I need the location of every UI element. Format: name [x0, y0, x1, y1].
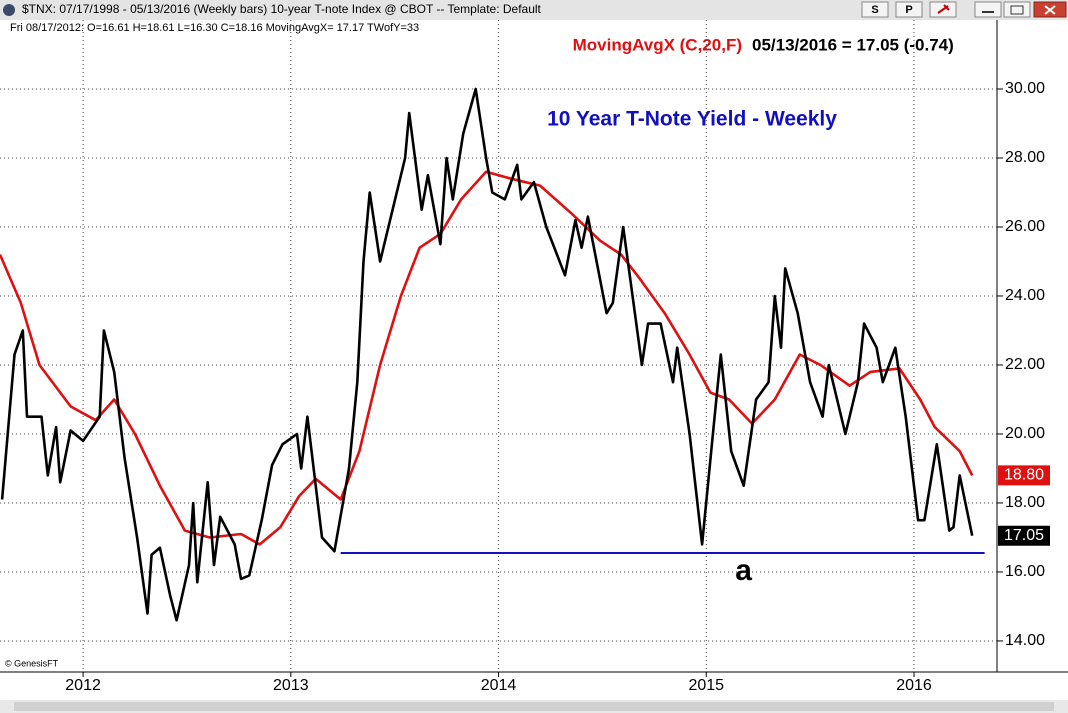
y-tick-label: 30.00	[1005, 80, 1045, 97]
y-tick-label: 26.00	[1005, 218, 1045, 235]
app-icon	[3, 4, 15, 16]
y-tick-label: 24.00	[1005, 287, 1045, 304]
button[interactable]	[861, 1, 889, 18]
x-tick-label: 2015	[688, 677, 724, 694]
window-title: $TNX: 07/17/1998 - 05/13/2016 (Weekly ba…	[22, 2, 542, 16]
button[interactable]	[895, 1, 923, 18]
y-tick-label: 20.00	[1005, 425, 1045, 442]
y-tick-label: 28.00	[1005, 149, 1045, 166]
y-tick-label: 18.00	[1005, 494, 1045, 511]
x-tick-label: 2014	[481, 677, 517, 694]
annotation: a	[735, 554, 752, 587]
x-tick-label: 2013	[273, 677, 309, 694]
info-line: Fri 08/17/2012: O=16.61 H=18.61 L=16.30 …	[10, 22, 419, 34]
legend-status: 05/13/2016 = 17.05 (-0.74)	[752, 35, 954, 54]
scroll-thumb[interactable]	[14, 702, 1054, 711]
minimize-button[interactable]	[974, 1, 1002, 18]
copyright: © GenesisFT	[5, 658, 59, 668]
maximize-button[interactable]	[1003, 1, 1031, 18]
x-tick-label: 2012	[65, 677, 101, 694]
chart-title: 10 Year T-Note Yield - Weekly	[547, 108, 837, 131]
price-tag-label: 18.80	[1004, 467, 1044, 484]
button-label[interactable]: P	[905, 4, 912, 16]
price-tag	[998, 525, 1050, 546]
title-bar	[0, 0, 1068, 20]
pin-icon	[937, 4, 950, 14]
button-label[interactable]: S	[871, 4, 878, 16]
y-tick-label: 22.00	[1005, 356, 1045, 373]
icon	[1044, 5, 1056, 15]
legend-entry: MovingAvgX (C,20,F)	[573, 35, 742, 54]
price-tag-label: 17.05	[1004, 527, 1044, 544]
y-tick-label: 14.00	[1005, 632, 1045, 649]
series-line	[0, 170, 974, 546]
price-tag	[998, 465, 1050, 486]
series-line	[0, 87, 974, 622]
icon	[1010, 5, 1024, 15]
y-tick-label: 16.00	[1005, 563, 1045, 580]
x-tick-label: 2016	[896, 677, 932, 694]
